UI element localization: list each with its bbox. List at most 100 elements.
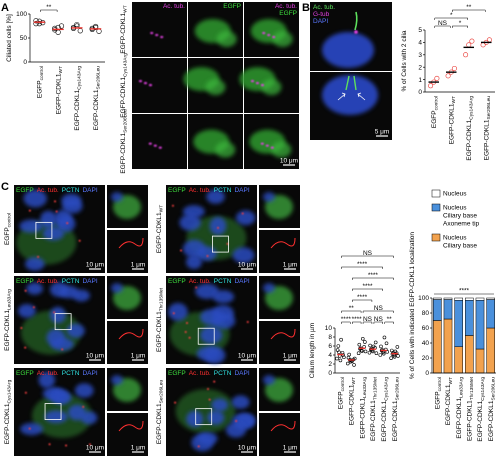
data-point (357, 342, 362, 347)
cilium (270, 328, 296, 340)
significance-label: **** (362, 283, 373, 290)
channel-label: DAPI (234, 187, 249, 194)
micrograph-signal (46, 328, 66, 347)
y-tick-label: 100 (16, 11, 27, 18)
significance-bracket (352, 321, 362, 324)
significance-bracket (341, 321, 351, 324)
significance-label: NS (363, 316, 373, 323)
data-point (77, 28, 83, 34)
scale-bar-label: 10 μm (86, 262, 104, 269)
x-tick-label-sub: control (39, 66, 45, 80)
micrograph-signal (48, 443, 51, 446)
micrograph-signal (322, 32, 374, 68)
micrograph-signal (232, 247, 255, 264)
significance-label: * (450, 12, 453, 19)
bar-segment (443, 297, 453, 300)
micrograph-signal (150, 31, 154, 35)
y-tick-label: 80 (422, 310, 430, 317)
x-tick-label-main: EGFP-CDKL1 (392, 400, 399, 441)
row-label: EGFP-CDKL1WT (120, 5, 129, 53)
significance-bracket (452, 25, 468, 28)
micrograph-signal (322, 75, 378, 115)
micrograph-signal (225, 422, 247, 438)
micrograph-signal (354, 30, 358, 34)
significance-bracket (352, 277, 394, 280)
x-tick-label-main: EGFP-CDKL1 (74, 89, 81, 130)
y-tick-label: 1 (418, 77, 422, 84)
micrograph-signal (88, 443, 91, 446)
x-tick-label-sub: Thr135Met (469, 376, 475, 400)
significance-bracket (452, 9, 486, 12)
zoom-box (44, 403, 62, 420)
x-tick-label-sub: WT (448, 377, 454, 385)
significance-label: **** (357, 294, 368, 301)
x-tick-label: EGFP-CDKL1Ser206Leu (483, 96, 492, 161)
x-tick-label-sub: control (340, 377, 346, 391)
channel-label: Ac. tub. (189, 278, 211, 285)
micrograph-signal (52, 390, 72, 405)
row-label-main: EGFP-CDKL1 (156, 212, 163, 253)
x-tick-label-main: EGFP (435, 391, 442, 409)
micrograph-signal (17, 304, 36, 318)
micrograph-signal (143, 81, 148, 85)
significance-label: **** (368, 272, 379, 279)
cilium (345, 75, 357, 91)
micrograph-signal (148, 83, 153, 87)
micrograph-signal (19, 219, 43, 233)
data-point (342, 355, 346, 360)
micrograph-signal (197, 445, 200, 448)
row-label: EGFP-CDKL1Cys143Arg (120, 53, 129, 118)
micrograph-signal (40, 210, 57, 229)
channel-label: PCTN (214, 370, 232, 377)
micrograph-signal (82, 405, 85, 408)
bar-segment (486, 327, 495, 374)
micrograph-signal (49, 306, 66, 324)
x-tick-label-main: EGFP-CDKL1 (448, 103, 455, 144)
scale-bar-label: 1 μm (283, 262, 298, 269)
scale-bar-label: 5 μm (375, 129, 390, 136)
micrograph (259, 413, 300, 456)
cilium (270, 237, 296, 249)
channel-label: Ac. tub. (275, 3, 297, 10)
micrograph-signal (138, 79, 143, 83)
channel-label: PCTN (62, 278, 80, 285)
significance-label: **** (352, 316, 363, 323)
micrograph-signal (148, 142, 152, 145)
x-tick-label: EGFP-CDKL1Leu33Arg (456, 377, 465, 439)
micrograph (132, 2, 187, 57)
micrograph-signal (155, 33, 159, 37)
x-tick-label: EGFP-CDKL1Cys143Arg (466, 96, 475, 161)
channel-label: PCTN (214, 278, 232, 285)
channel-label: Ac. tub. (313, 4, 335, 11)
legend-swatch (431, 189, 441, 198)
micrograph (107, 230, 148, 273)
data-point (352, 363, 356, 367)
row-label-main: EGFP-CDKL1 (120, 77, 127, 118)
zoom-box (54, 313, 72, 331)
x-tick-label-sub: Leu33Arg (362, 377, 368, 398)
micrograph-signal (53, 311, 56, 314)
x-tick-label-main: EGFP-CDKL1 (445, 384, 452, 425)
x-tick-label-main: EGFP (431, 110, 438, 128)
row-label-sub: Cys143Arg (123, 53, 129, 77)
significance-bracket (341, 255, 394, 258)
cilium (118, 237, 144, 249)
micrograph-signal (205, 79, 226, 96)
channel-label: Ac. tub. (163, 3, 185, 10)
cilium (118, 328, 144, 340)
micrograph-signal (23, 189, 47, 208)
significance-bracket (352, 299, 373, 302)
micrograph-signal (213, 380, 216, 383)
data-point (469, 38, 475, 44)
row-label-sub: Cys143Arg (7, 379, 13, 403)
micrograph-signal (186, 321, 189, 324)
x-tick-label-sub: Ser206Leu (95, 66, 101, 90)
scale-bar-label: 10 μm (238, 262, 256, 269)
channel-label: DAPI (234, 278, 249, 285)
micrograph-signal (262, 31, 266, 35)
y-axis-label: % of Cells with 2 cilia (401, 30, 408, 91)
y-axis-label: Ciliated cells [%] (6, 14, 13, 62)
data-point (389, 356, 393, 360)
y-tick-label: 60 (422, 325, 430, 332)
micrograph-signal (272, 31, 293, 48)
